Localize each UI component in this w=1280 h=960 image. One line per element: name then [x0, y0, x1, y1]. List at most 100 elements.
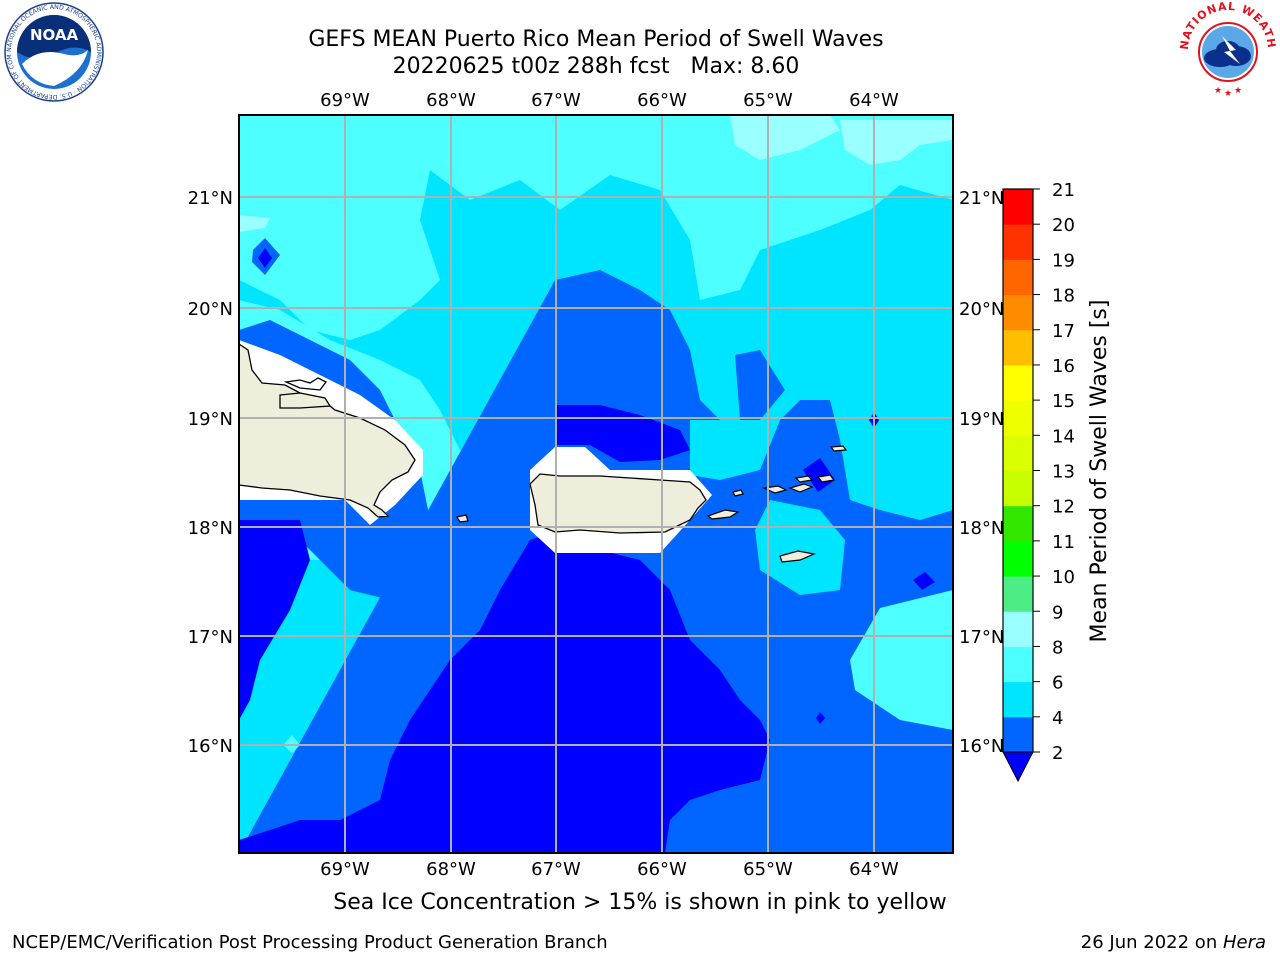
colorbar-tick-label: 18 — [1052, 286, 1075, 307]
colorbar-label: Mean Period of Swell Waves [s] — [1087, 300, 1112, 643]
band-4-6 — [690, 420, 720, 480]
lon-label: 65°W — [743, 90, 793, 111]
band-lt2 — [258, 248, 272, 268]
lon-labels-top: 69°W 68°W 67°W 66°W 65°W 64°W — [320, 90, 899, 111]
band-2-4 — [735, 350, 785, 420]
chart-title: GEFS MEAN Puerto Rico Mean Period of Swe… — [220, 26, 972, 80]
colorbar-band-12-13 — [1003, 470, 1033, 507]
colorbar-tick-label: 4 — [1052, 708, 1063, 729]
colorbar-tick-label: 11 — [1052, 532, 1075, 553]
colorbar-tick-label: 10 — [1052, 567, 1075, 588]
lat-labels-left: 21°N 20°N 19°N 18°N 17°N 16°N — [188, 188, 233, 757]
title-line-1: GEFS MEAN Puerto Rico Mean Period of Swe… — [308, 27, 884, 52]
colorbar-tick-label: 16 — [1052, 356, 1075, 377]
map-frame — [238, 114, 954, 854]
band-6-8 — [239, 115, 953, 340]
svg-text:★: ★ — [1224, 89, 1232, 99]
band-lt2 — [816, 712, 825, 724]
band-lt2 — [555, 405, 690, 462]
lat-label: 21°N — [188, 188, 233, 209]
colorbar-band-11-12 — [1003, 505, 1033, 542]
lat-label: 19°N — [188, 409, 233, 430]
lon-label: 67°W — [531, 859, 581, 880]
saint-croix-island — [779, 550, 817, 563]
colorbar-band-2-4 — [1003, 716, 1033, 753]
lat-label: 17°N — [959, 627, 1004, 648]
colorbar-band-10-11 — [1003, 540, 1033, 577]
colorbar-band-19-20 — [1003, 224, 1033, 260]
colorbar-tick-label: 21 — [1052, 180, 1075, 201]
title-line-2: 20220625 t00z 288h fcst Max: 8.60 — [392, 54, 800, 79]
band-4-6 — [312, 652, 324, 665]
colorbar-tick-label: 8 — [1052, 637, 1063, 658]
lon-label: 69°W — [320, 90, 370, 111]
colorbar: 2 4 6 8 9 10 11 12 13 14 15 16 17 18 19 20 21 Mean Perio… — [1002, 180, 1112, 783]
virgin-islands — [732, 489, 744, 497]
band-8-9 — [239, 215, 270, 232]
band-lt2 — [239, 530, 770, 853]
band-lt2 — [239, 520, 310, 720]
colorbar-band-18-19 — [1003, 259, 1033, 296]
noaa-logo-text: NOAA — [30, 26, 79, 44]
footer-date-text: 26 Jun 2022 on — [1080, 932, 1223, 953]
lat-label: 18°N — [188, 518, 233, 539]
colorbar-band-9-10 — [1003, 576, 1033, 612]
colorbar-tick-label: 20 — [1052, 215, 1075, 236]
colorbar-band-20-21 — [1003, 189, 1033, 225]
virgin-islands — [816, 474, 836, 483]
lon-label: 68°W — [426, 859, 476, 880]
colorbar-band-4-6 — [1003, 681, 1033, 718]
lon-label: 64°W — [849, 90, 899, 111]
colorbar-band-6-8 — [1003, 646, 1033, 683]
lon-label: 64°W — [849, 859, 899, 880]
colorbar-extend-triangle — [1002, 751, 1034, 783]
lat-label: 16°N — [188, 736, 233, 757]
lat-label: 21°N — [959, 188, 1004, 209]
colorbar-band-14-15 — [1003, 400, 1033, 436]
mona-island — [456, 514, 469, 523]
lat-label: 17°N — [188, 627, 233, 648]
footer-branch: NCEP/EMC/Verification Post Processing Pr… — [12, 932, 608, 953]
virgin-islands — [794, 475, 814, 483]
colorbar-tick-label: 9 — [1052, 602, 1063, 623]
svg-text:★: ★ — [1234, 86, 1242, 96]
sea-ice-note: Sea Ice Concentration > 15% is shown in … — [333, 890, 947, 915]
colorbar-band-17-18 — [1003, 294, 1033, 331]
hispaniola-landmass — [239, 343, 416, 518]
colorbar-band-15-16 — [1003, 364, 1033, 401]
lon-label: 67°W — [531, 90, 581, 111]
colorbar-band-13-14 — [1003, 435, 1033, 471]
colorbar-tick-label: 12 — [1052, 497, 1075, 518]
lat-label: 16°N — [959, 736, 1004, 757]
lat-label: 20°N — [188, 299, 233, 320]
footer-date: 26 Jun 2022 on Hera — [1081, 932, 1266, 953]
colorbar-tick-label: 13 — [1052, 462, 1075, 483]
colorbar-tick-label: 15 — [1052, 391, 1075, 412]
anguilla-island — [829, 445, 848, 452]
colorbar-band-8-9 — [1003, 611, 1033, 647]
lat-label: 20°N — [959, 299, 1004, 320]
lon-label: 65°W — [743, 859, 793, 880]
virgin-islands — [788, 483, 814, 493]
lat-labels-right: 21°N 20°N 19°N 18°N 17°N 16°N — [959, 188, 1004, 757]
footer-host: Hera — [1222, 932, 1266, 953]
colorbar-tick-label: 14 — [1052, 426, 1075, 447]
svg-text:★: ★ — [1214, 86, 1222, 96]
map-plot-area — [239, 115, 953, 853]
band-4-6 — [755, 500, 845, 595]
lon-label: 68°W — [426, 90, 476, 111]
lat-label: 18°N — [959, 518, 1004, 539]
band-8-9 — [840, 120, 953, 165]
nws-logo: NATIONAL WEATHER SERVICE ★ ★ ★ — [1178, 0, 1277, 99]
tortuga-island — [283, 377, 327, 391]
noaa-logo: NATIONAL OCEANIC AND ATMOSPHERIC ADMINIS… — [4, 2, 104, 102]
lon-label: 66°W — [637, 90, 687, 111]
lon-label: 69°W — [320, 859, 370, 880]
lat-label: 19°N — [959, 409, 1004, 430]
virgin-islands — [706, 509, 740, 520]
colorbar-band-16-17 — [1003, 329, 1033, 366]
lon-label: 66°W — [637, 859, 687, 880]
gridlines — [239, 115, 953, 853]
band-lt2 — [913, 572, 935, 590]
